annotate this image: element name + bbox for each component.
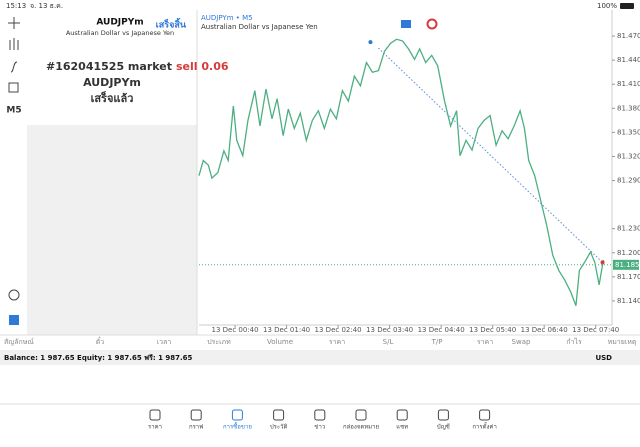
order-line: #162041525 market sell 0.06 [46, 60, 229, 73]
timeframe[interactable]: M5 [6, 106, 21, 116]
x-tick-label: 13 Dec 01:40 [263, 326, 310, 334]
y-tick-label: 81.440 [617, 56, 640, 64]
nav-icon[interactable] [437, 409, 449, 421]
price-series [198, 38, 605, 306]
nav-icon[interactable] [314, 409, 326, 421]
table-header[interactable]: กำไร [566, 337, 582, 346]
order-symbol: AUDJPYm [83, 76, 141, 89]
nav-label[interactable]: แชท [396, 424, 408, 431]
chart: AUDJPYm • M5 Australian Dollar vs Japane… [198, 10, 640, 334]
chart-title: AUDJPYm • M5 [201, 14, 253, 22]
buy-button[interactable] [401, 20, 411, 28]
nav-label[interactable]: กราฟ [189, 424, 203, 431]
table-header[interactable]: สัญลักษณ์ [4, 338, 34, 346]
battery-icon [620, 3, 634, 9]
crosshair-icon [8, 17, 20, 29]
objects-icon[interactable] [8, 82, 19, 93]
symbol[interactable]: AUDJPYm [96, 18, 143, 28]
nav-icon[interactable] [149, 409, 161, 421]
y-tick-label: 81.350 [617, 128, 640, 136]
table-header[interactable]: Volume [267, 338, 293, 346]
nav-icon[interactable] [355, 409, 367, 421]
trade-open [368, 40, 373, 45]
x-tick-label: 13 Dec 06:40 [521, 326, 568, 334]
table-header[interactable]: T/P [431, 338, 443, 346]
table-header[interactable]: ประเภท [207, 338, 231, 346]
toolbar [8, 17, 20, 325]
table-header[interactable]: เวลา [157, 338, 172, 346]
status-battery: 100% [597, 2, 617, 10]
bottom-nav: ราคา กราฟ การซื้อขาย ประวัติ ข่าว กล่องจดหมาย… [148, 409, 497, 431]
done-button[interactable]: เสร็จสิ้น [156, 18, 187, 31]
balance: Balance: 1 987.65 Equity: 1 987.65 ฟรี: … [4, 354, 193, 362]
price-label-box [613, 259, 639, 270]
balance-row [0, 350, 640, 365]
nav-icon[interactable] [231, 409, 243, 421]
status-time: 15:13 [6, 2, 26, 10]
y-tick-label: 81.170 [617, 273, 640, 281]
table-headers: สัญลักษณ์ ตั๋ว เวลา ประเภท Volume ราคา S/L T/P ร… [4, 337, 637, 346]
order-result: เสร็จแล้ว [91, 91, 134, 105]
nav-icon[interactable] [273, 409, 285, 421]
nav-label[interactable]: การตั้งค่า [472, 421, 496, 431]
y-tick-label: 81.290 [617, 177, 640, 185]
nav-label[interactable]: บัญชี [437, 423, 450, 431]
table-header[interactable]: Swap [512, 338, 531, 346]
nav-icon[interactable] [190, 409, 202, 421]
table-header[interactable]: S/L [383, 338, 394, 346]
y-tick-label: 81.140 [617, 297, 640, 305]
y-tick-label: 81.320 [617, 152, 640, 160]
y-tick-label: 81.380 [617, 104, 640, 112]
nav-label[interactable]: ข่าว [314, 424, 325, 431]
nav-icon[interactable] [479, 409, 491, 421]
nav-label[interactable]: ประวัติ [270, 424, 288, 431]
table-header[interactable]: หมายเหตุ [608, 338, 637, 346]
table-header[interactable]: ราคา [329, 338, 345, 346]
y-tick-label: 81.200 [617, 249, 640, 257]
chart-subtitle: Australian Dollar vs Japanese Yen [201, 23, 318, 31]
x-tick-label: 13 Dec 07:40 [572, 326, 619, 334]
nav-icon[interactable] [396, 409, 408, 421]
panel-gray [27, 125, 197, 335]
function-icon [10, 61, 18, 73]
nav-label[interactable]: กล่องจดหมาย [343, 424, 379, 431]
trade-line [378, 47, 603, 263]
x-tick-label: 13 Dec 03:40 [366, 326, 413, 334]
table-header[interactable]: ตั๋ว [96, 337, 105, 346]
nav-label[interactable]: การซื้อขาย [223, 421, 252, 431]
price-label: 81.185 [615, 261, 640, 269]
nav-label[interactable]: ราคา [148, 424, 162, 431]
x-tick-label: 13 Dec 02:40 [315, 326, 362, 334]
sell-button[interactable] [426, 18, 438, 30]
indicators-icon [9, 38, 19, 50]
table-header[interactable]: ราคา [477, 338, 493, 346]
y-tick-label: 81.410 [617, 80, 640, 88]
status-date: จ. 13 ธ.ค. [30, 2, 63, 10]
trade-close [600, 260, 605, 265]
x-tick-label: 13 Dec 00:40 [212, 326, 259, 334]
y-tick-label: 81.230 [617, 225, 640, 233]
order-icon[interactable] [9, 315, 19, 325]
currency: USD [595, 354, 612, 362]
search-icon[interactable] [8, 289, 20, 301]
x-tick-label: 13 Dec 05:40 [469, 326, 516, 334]
y-tick-label: 81.470 [617, 32, 640, 40]
symbol-desc: Australian Dollar vs Japanese Yen [66, 29, 174, 37]
x-tick-label: 13 Dec 04:40 [418, 326, 465, 334]
